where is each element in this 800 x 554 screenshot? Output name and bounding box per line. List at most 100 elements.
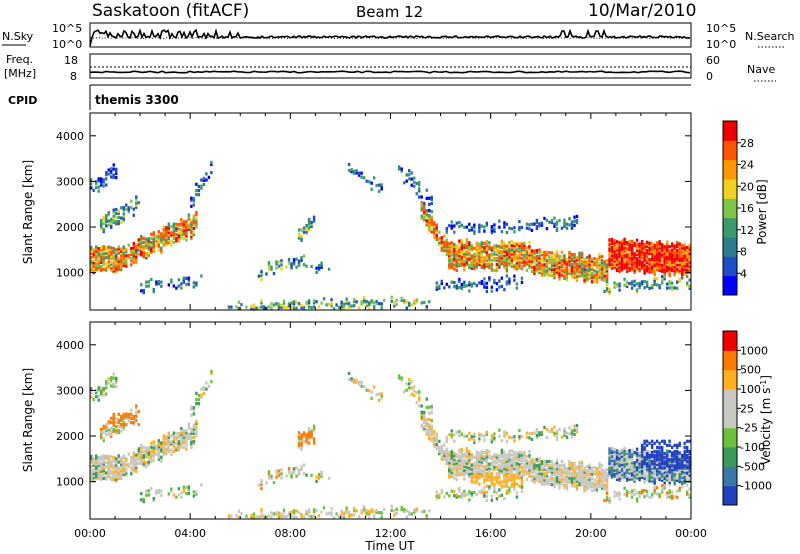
velocity-cell	[505, 455, 509, 459]
power-cell	[493, 227, 496, 231]
power-cell	[115, 270, 118, 274]
power-cell	[372, 306, 376, 311]
power-cell	[570, 254, 574, 258]
velocity-cell	[598, 474, 601, 478]
velocity-cell	[688, 495, 691, 499]
power-cell	[102, 253, 105, 257]
velocity-cell	[410, 380, 413, 384]
power-cell	[640, 262, 644, 266]
velocity-cell	[127, 417, 130, 421]
power-cell	[658, 260, 661, 264]
power-cell	[628, 248, 631, 252]
power-cell	[480, 243, 484, 247]
velocity-cell	[445, 449, 448, 453]
power-cell	[458, 257, 461, 262]
power-cell	[192, 285, 196, 289]
velocity-cell	[448, 461, 451, 465]
power-cell	[618, 259, 621, 263]
velocity-cell	[480, 464, 484, 468]
power-cell	[523, 254, 526, 258]
velocity-cell	[675, 476, 679, 480]
power-cell	[658, 252, 661, 256]
velocity-cell	[112, 458, 115, 462]
power-cell	[658, 248, 661, 252]
velocity-cell	[630, 473, 634, 477]
velocity-cell	[167, 443, 171, 448]
power-cell	[435, 223, 438, 227]
power-cell	[595, 264, 599, 268]
power-cell	[565, 270, 569, 274]
power-cell	[115, 266, 118, 270]
velocity-cell	[473, 465, 476, 470]
velocity-cell	[498, 470, 501, 474]
velocity-cell	[425, 405, 428, 409]
power-cell	[97, 253, 100, 257]
velocity-cell	[360, 380, 363, 384]
velocity-cell	[495, 476, 499, 480]
power-cell	[535, 224, 539, 229]
velocity-cell	[137, 453, 140, 457]
velocity-cell	[620, 473, 624, 477]
velocity-cell	[643, 472, 646, 476]
velocity-cell	[483, 450, 486, 455]
velocity-cell	[608, 496, 611, 500]
velocity-cell	[460, 464, 464, 468]
cpid-panel: CPID themis 3300	[8, 84, 691, 110]
power-cell	[172, 222, 176, 226]
power-cell	[635, 282, 639, 286]
power-cell	[182, 220, 186, 224]
power-cell	[548, 255, 551, 259]
velocity-cell	[122, 460, 125, 464]
velocity-cell	[320, 474, 323, 478]
power-cell	[533, 271, 536, 275]
power-cell	[580, 270, 584, 274]
power-cell	[495, 269, 499, 273]
velocity-cell	[300, 465, 303, 469]
power-cell	[685, 268, 689, 272]
x-axis-label: Time UT	[364, 539, 415, 553]
power-cell	[320, 261, 323, 265]
power-cell	[505, 269, 509, 273]
velocity-cell	[515, 476, 519, 480]
velocity-cell	[625, 470, 629, 474]
velocity-cell	[628, 469, 631, 473]
power-cell	[558, 260, 561, 265]
velocity-cell	[598, 478, 601, 482]
power-cell	[618, 265, 621, 269]
velocity-cell	[520, 482, 524, 486]
velocity-cell	[155, 452, 158, 456]
velocity-cell	[528, 462, 531, 466]
power-cell	[152, 237, 156, 241]
velocity-cell	[510, 449, 514, 453]
velocity-cell	[453, 464, 456, 468]
velocity-cell	[665, 464, 669, 468]
velocity-cell	[260, 480, 263, 485]
power-cell	[563, 256, 566, 260]
velocity-cell	[100, 473, 103, 478]
velocity-cell	[200, 387, 203, 391]
velocity-cell	[638, 490, 641, 494]
velocity-cell	[425, 424, 428, 428]
power-cell	[142, 288, 145, 293]
velocity-cell	[97, 464, 100, 468]
velocity-cell	[523, 452, 526, 456]
velocity-cell	[585, 473, 589, 477]
power-cell	[448, 250, 451, 254]
y-tick-label: 4000	[56, 339, 84, 352]
velocity-cell	[498, 480, 501, 484]
velocity-cell	[635, 459, 639, 464]
velocity-cell	[665, 491, 669, 495]
velocity-cell	[112, 376, 115, 380]
power-cell	[90, 249, 93, 254]
velocity-cell	[590, 483, 594, 487]
velocity-cell	[352, 509, 356, 513]
velocity-cell	[122, 462, 125, 466]
power-cell	[367, 301, 371, 305]
power-cell	[593, 269, 596, 273]
velocity-cell	[92, 457, 95, 461]
power-cell	[430, 217, 433, 221]
power-cell	[115, 220, 118, 224]
velocity-cell	[415, 509, 418, 513]
power-cell	[640, 254, 644, 258]
velocity-cell	[488, 450, 491, 454]
